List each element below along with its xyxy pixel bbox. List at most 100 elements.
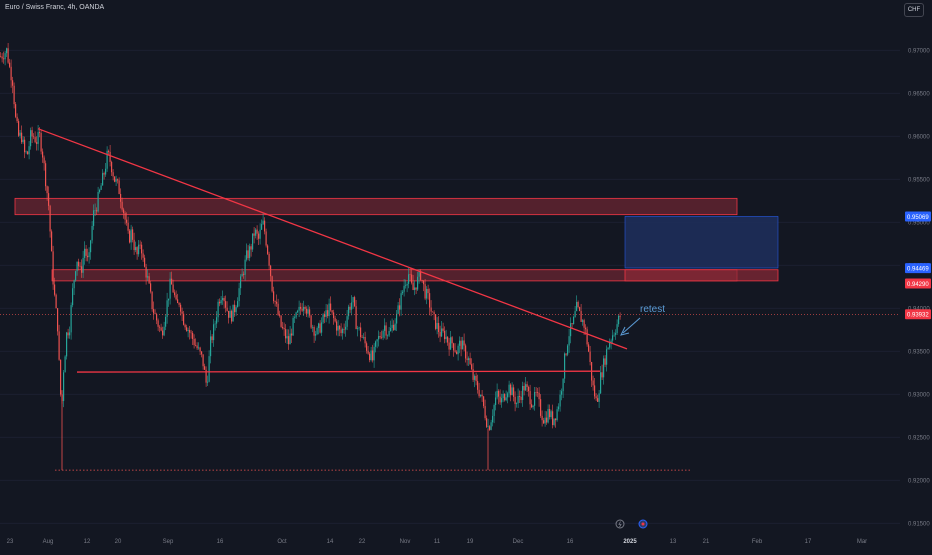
- candle-body: [340, 329, 342, 334]
- candle-body: [370, 350, 372, 361]
- candle: [343, 323, 345, 334]
- candle-body: [514, 396, 516, 405]
- candle: [262, 212, 264, 226]
- candle: [553, 418, 555, 427]
- currency-button[interactable]: CHF: [904, 3, 924, 17]
- candle-body: [15, 104, 17, 117]
- candle-body: [619, 315, 621, 317]
- candle: [336, 319, 338, 336]
- candle-body: [219, 301, 221, 304]
- candle-body: [148, 276, 150, 284]
- x-tick-label: 19: [467, 539, 474, 545]
- candle: [375, 340, 377, 353]
- candle-body: [162, 330, 164, 336]
- candle-body: [150, 283, 152, 292]
- candle: [136, 246, 138, 260]
- flash-icon[interactable]: [615, 519, 625, 529]
- candle-body: [556, 409, 558, 421]
- candle: [148, 272, 150, 285]
- candle-body: [528, 387, 530, 392]
- candle: [586, 326, 588, 347]
- candle: [292, 315, 294, 336]
- candle: [3, 51, 5, 64]
- candle: [411, 268, 413, 285]
- candle-body: [226, 307, 228, 311]
- candle: [222, 290, 224, 305]
- candle: [432, 311, 434, 313]
- candle-body: [309, 309, 311, 316]
- candle: [57, 308, 59, 336]
- x-tick-label: 23: [7, 539, 14, 545]
- candle: [352, 296, 354, 309]
- candle-body: [246, 250, 248, 260]
- candle-body: [270, 265, 272, 277]
- candle: [381, 330, 383, 340]
- lines-layer: [0, 128, 900, 471]
- candle-body: [609, 342, 611, 348]
- x-tick-label: Sep: [163, 539, 174, 545]
- candle: [484, 399, 486, 421]
- price-axis[interactable]: 0.970000.965000.960000.955000.950000.945…: [905, 48, 931, 527]
- candle-body: [312, 327, 314, 328]
- candle-body: [478, 389, 480, 397]
- candle-body: [183, 313, 185, 325]
- price-label-box[interactable]: [905, 263, 931, 274]
- candle: [442, 322, 444, 333]
- descending-trendline: [37, 128, 628, 350]
- symbol-title[interactable]: Euro / Swiss Franc, 4h, OANDA: [5, 4, 105, 11]
- candle-body: [577, 301, 579, 308]
- candle-body: [348, 306, 350, 317]
- candle: [247, 245, 249, 261]
- candle: [255, 227, 257, 239]
- candle-body: [480, 394, 482, 397]
- candle: [463, 333, 465, 352]
- candle: [312, 324, 314, 333]
- candle: [360, 322, 362, 342]
- candle: [496, 383, 498, 400]
- candle: [49, 204, 51, 238]
- price-label-box[interactable]: [905, 211, 931, 222]
- candle-body: [447, 336, 449, 343]
- y-tick-label: 0.97000: [908, 48, 930, 54]
- candle-body: [564, 353, 566, 379]
- price-label-box[interactable]: [905, 278, 931, 289]
- candle: [400, 290, 402, 316]
- candle: [498, 389, 500, 405]
- candle: [579, 306, 581, 312]
- candle: [535, 386, 537, 397]
- candle: [6, 47, 8, 58]
- candle-body: [102, 173, 104, 186]
- candle: [79, 262, 81, 270]
- candle-body: [124, 213, 126, 220]
- candle: [448, 338, 450, 356]
- candle-body: [319, 323, 321, 333]
- candle-body: [274, 301, 276, 302]
- candle: [268, 251, 270, 270]
- candle: [307, 305, 309, 318]
- price-label-box[interactable]: [905, 309, 931, 320]
- candle-body: [376, 339, 378, 342]
- candle-body: [40, 133, 42, 152]
- candle-body: [579, 307, 581, 312]
- candle-body: [171, 278, 173, 285]
- candle-body: [252, 233, 254, 250]
- candle: [342, 327, 344, 340]
- candle-body: [10, 66, 12, 81]
- candle-body: [525, 384, 527, 391]
- candle-body: [73, 280, 75, 289]
- candle-body: [97, 192, 99, 212]
- candle-body: [222, 298, 224, 301]
- candle: [366, 341, 368, 354]
- candle: [18, 118, 20, 137]
- candle-body: [516, 403, 518, 405]
- candle-body: [297, 310, 299, 313]
- x-tick-label: 12: [84, 539, 91, 545]
- candle-body: [211, 336, 213, 341]
- candle-body: [403, 285, 405, 292]
- x-tick-label: Oct: [277, 539, 287, 545]
- candle-body: [129, 230, 131, 243]
- time-axis[interactable]: 23 Aug 12 20 Sep 16 Oct 14 22 Nov 11 19 Dec 16 2025 13 2…: [7, 539, 868, 545]
- candle-body: [346, 316, 348, 327]
- candle-body: [136, 247, 138, 255]
